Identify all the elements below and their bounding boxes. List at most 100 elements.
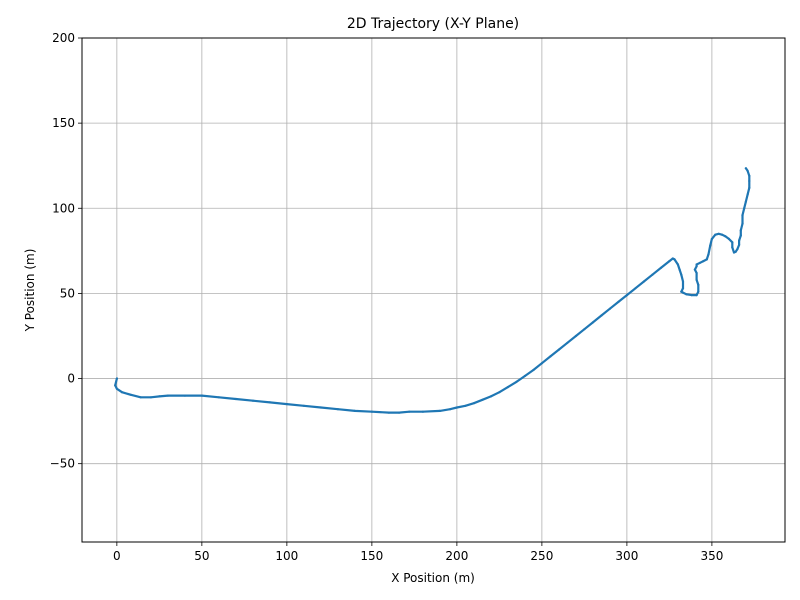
trajectory-point: [583, 328, 586, 331]
trajectory-point: [114, 384, 117, 387]
trajectory-point: [717, 232, 720, 235]
trajectory-point: [574, 334, 578, 338]
trajectory-point: [625, 294, 629, 297]
trajectory-point: [600, 314, 603, 317]
trajectory-point: [166, 394, 169, 397]
trajectory-point: [549, 355, 552, 358]
trajectory-point: [139, 396, 142, 399]
trajectory-point: [158, 395, 161, 398]
x-tick-label: 300: [615, 549, 638, 563]
trajectory-point: [464, 404, 467, 407]
trajectory-point: [642, 280, 646, 283]
trajectory-point: [217, 396, 220, 399]
trajectory-point: [744, 200, 748, 203]
chart-title: 2D Trajectory (X-Y Plane): [347, 16, 519, 32]
trajectory-point: [721, 233, 724, 236]
trajectory-point: [705, 258, 708, 261]
trajectory-point: [731, 246, 734, 249]
trajectory-point: [695, 278, 698, 281]
trajectory-point: [695, 263, 698, 266]
trajectory-point: [746, 169, 749, 172]
trajectory-point: [748, 186, 751, 189]
trajectory-point: [617, 300, 620, 303]
trajectory-point: [540, 362, 544, 365]
trajectory-point: [370, 410, 373, 413]
trajectory-point: [731, 241, 734, 244]
x-axis-label: X Position (m): [391, 571, 475, 585]
x-tick-label: 350: [700, 549, 723, 563]
trajectory-point: [732, 251, 736, 254]
trajectory-point: [681, 291, 685, 294]
trajectory-point: [697, 283, 700, 286]
trajectory-point: [557, 348, 561, 351]
trajectory-point: [398, 411, 401, 414]
trajectory-point: [734, 250, 737, 253]
trajectory-point: [741, 222, 744, 225]
trajectory-point: [183, 394, 186, 397]
trajectory-point: [506, 386, 509, 389]
trajectory-point: [408, 410, 411, 413]
y-tick-label: 200: [52, 31, 75, 45]
trajectory-point: [472, 402, 475, 405]
trajectory-point: [702, 260, 705, 263]
trajectory-point: [489, 395, 492, 398]
trajectory-point: [695, 265, 698, 268]
trajectory-point: [591, 321, 595, 324]
trajectory-point: [319, 406, 322, 409]
trajectory-point: [673, 258, 676, 261]
trajectory-point: [748, 174, 751, 177]
y-tick-label: −50: [50, 457, 75, 471]
trajectory-point: [707, 253, 710, 256]
trajectory-point: [681, 287, 685, 290]
trajectory-point: [532, 368, 535, 372]
trajectory-point: [200, 394, 203, 397]
trajectory-point: [744, 167, 748, 170]
y-tick-label: 150: [52, 116, 75, 130]
trajectory-point: [481, 398, 484, 401]
trajectory-point: [727, 237, 731, 240]
trajectory-point: [515, 380, 518, 383]
trajectory-point: [149, 396, 152, 399]
trajectory-point: [698, 261, 702, 264]
trajectory-point: [676, 263, 680, 266]
axis-ticks: 0 50 100 150 200 250 300 350 −50 0 50 100 150 200: [50, 31, 724, 563]
trajectory-point: [693, 268, 697, 271]
trajectory-point: [668, 260, 671, 263]
trajectory-point: [680, 290, 683, 293]
trajectory-point: [268, 401, 271, 404]
trajectory-point: [498, 391, 501, 394]
trajectory-point: [724, 235, 727, 238]
trajectory-point: [659, 266, 663, 269]
trajectory-point: [709, 244, 712, 247]
x-tick-label: 0: [113, 549, 121, 563]
trajectory-point: [739, 234, 742, 237]
trajectory-point: [302, 404, 305, 407]
trajectory-point: [129, 393, 132, 396]
trajectory-point: [736, 248, 739, 251]
plot-frame: [81, 37, 786, 543]
trajectory-point: [746, 193, 749, 196]
trajectory-point: [743, 207, 746, 210]
trajectory-point: [738, 243, 741, 246]
trajectory-point: [741, 214, 744, 217]
trajectory-point: [748, 179, 751, 183]
trajectory-point: [234, 397, 237, 401]
trajectory-point: [449, 408, 452, 411]
y-axis-label: Y Position (m): [23, 249, 37, 333]
y-tick-label: 50: [60, 286, 75, 300]
x-tick-label: 50: [194, 549, 209, 563]
trajectory-point: [678, 268, 681, 271]
x-tick-label: 100: [275, 549, 298, 563]
trajectory-point: [608, 307, 612, 310]
trajectory-point: [336, 408, 339, 411]
series-layer: [114, 167, 751, 414]
trajectory-point: [115, 387, 118, 390]
trajectory-point: [523, 374, 527, 378]
trajectory-point: [680, 273, 683, 276]
trajectory-point: [566, 341, 569, 344]
y-tick-label: 100: [52, 201, 75, 215]
trajectory-point: [738, 239, 741, 242]
trajectory-point: [120, 391, 124, 394]
trajectory-point: [455, 406, 458, 409]
